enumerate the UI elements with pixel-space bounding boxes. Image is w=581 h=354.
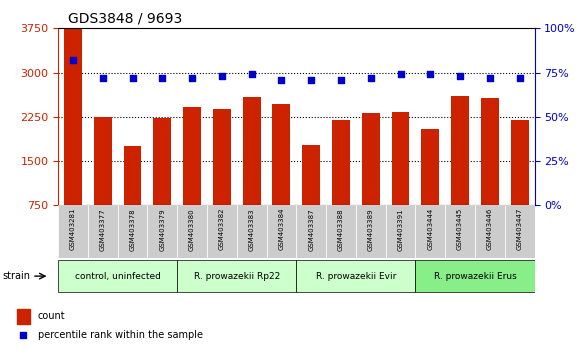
Bar bbox=[392, 156, 410, 250]
FancyBboxPatch shape bbox=[356, 205, 386, 258]
FancyBboxPatch shape bbox=[148, 205, 177, 258]
Bar bbox=[213, 153, 231, 250]
Bar bbox=[124, 190, 141, 250]
Point bbox=[247, 72, 256, 77]
Bar bbox=[511, 120, 529, 205]
Text: GSM403447: GSM403447 bbox=[517, 208, 523, 250]
Bar bbox=[362, 113, 379, 205]
FancyBboxPatch shape bbox=[415, 205, 445, 258]
Bar bbox=[213, 109, 231, 205]
FancyBboxPatch shape bbox=[386, 205, 415, 258]
Point bbox=[98, 75, 107, 81]
Point bbox=[157, 75, 167, 81]
Point bbox=[485, 75, 494, 81]
FancyBboxPatch shape bbox=[445, 205, 475, 258]
FancyBboxPatch shape bbox=[475, 205, 505, 258]
Bar bbox=[64, 13, 82, 205]
Text: strain: strain bbox=[3, 271, 31, 281]
FancyBboxPatch shape bbox=[326, 205, 356, 258]
FancyBboxPatch shape bbox=[296, 205, 326, 258]
Bar bbox=[183, 151, 201, 250]
Bar bbox=[392, 112, 410, 205]
Text: count: count bbox=[38, 311, 66, 321]
Bar bbox=[243, 97, 260, 205]
Text: GSM403384: GSM403384 bbox=[278, 208, 285, 251]
Bar bbox=[302, 145, 320, 205]
Bar bbox=[421, 129, 439, 205]
Bar bbox=[17, 309, 30, 324]
FancyBboxPatch shape bbox=[267, 205, 296, 258]
Text: GSM403380: GSM403380 bbox=[189, 208, 195, 251]
Bar bbox=[302, 189, 320, 250]
Point bbox=[188, 75, 197, 81]
Point bbox=[277, 77, 286, 82]
FancyBboxPatch shape bbox=[505, 205, 535, 258]
Bar bbox=[421, 173, 439, 250]
Point bbox=[217, 73, 227, 79]
Text: GSM403379: GSM403379 bbox=[159, 208, 166, 251]
Text: R. prowazekii Erus: R. prowazekii Erus bbox=[433, 272, 517, 281]
Bar bbox=[332, 120, 350, 205]
Bar bbox=[64, 58, 82, 250]
Bar bbox=[511, 164, 529, 250]
Point bbox=[69, 57, 78, 63]
FancyBboxPatch shape bbox=[207, 205, 237, 258]
FancyBboxPatch shape bbox=[58, 205, 88, 258]
Bar bbox=[332, 164, 350, 250]
Point bbox=[19, 332, 28, 338]
FancyBboxPatch shape bbox=[177, 205, 207, 258]
Text: control, uninfected: control, uninfected bbox=[75, 272, 160, 281]
Point bbox=[307, 77, 316, 82]
Bar bbox=[243, 141, 260, 250]
FancyBboxPatch shape bbox=[415, 260, 535, 292]
Point bbox=[366, 75, 375, 81]
Point bbox=[128, 75, 137, 81]
Text: GSM403444: GSM403444 bbox=[427, 208, 433, 250]
Text: GSM403378: GSM403378 bbox=[130, 208, 135, 251]
Point bbox=[426, 72, 435, 77]
Point bbox=[336, 77, 346, 82]
Text: GDS3848 / 9693: GDS3848 / 9693 bbox=[67, 12, 182, 26]
Text: R. prowazekii Evir: R. prowazekii Evir bbox=[315, 272, 396, 281]
Text: GSM403389: GSM403389 bbox=[368, 208, 374, 251]
Bar bbox=[153, 118, 171, 205]
Bar bbox=[183, 107, 201, 205]
Text: GSM403281: GSM403281 bbox=[70, 208, 76, 251]
Bar bbox=[481, 142, 498, 250]
FancyBboxPatch shape bbox=[88, 205, 117, 258]
Text: GSM403383: GSM403383 bbox=[249, 208, 254, 251]
Text: GSM403388: GSM403388 bbox=[338, 208, 344, 251]
FancyBboxPatch shape bbox=[117, 205, 148, 258]
Text: GSM403382: GSM403382 bbox=[219, 208, 225, 251]
Bar bbox=[451, 96, 469, 205]
Text: R. prowazekii Rp22: R. prowazekii Rp22 bbox=[193, 272, 280, 281]
Bar bbox=[362, 157, 379, 250]
Bar bbox=[153, 162, 171, 250]
Bar bbox=[94, 162, 112, 250]
Bar bbox=[481, 98, 498, 205]
Bar bbox=[272, 104, 290, 205]
Bar bbox=[94, 118, 112, 205]
Point bbox=[515, 75, 524, 81]
Text: GSM403377: GSM403377 bbox=[100, 208, 106, 251]
Point bbox=[396, 72, 405, 77]
Bar bbox=[124, 146, 141, 205]
FancyBboxPatch shape bbox=[177, 260, 296, 292]
Text: GSM403445: GSM403445 bbox=[457, 208, 463, 250]
Bar bbox=[272, 149, 290, 250]
Bar bbox=[451, 141, 469, 250]
FancyBboxPatch shape bbox=[58, 260, 177, 292]
Text: GSM403446: GSM403446 bbox=[487, 208, 493, 250]
FancyBboxPatch shape bbox=[237, 205, 267, 258]
FancyBboxPatch shape bbox=[296, 260, 415, 292]
Text: percentile rank within the sample: percentile rank within the sample bbox=[38, 330, 203, 340]
Text: GSM403387: GSM403387 bbox=[308, 208, 314, 251]
Point bbox=[456, 73, 465, 79]
Text: GSM403391: GSM403391 bbox=[397, 208, 404, 251]
